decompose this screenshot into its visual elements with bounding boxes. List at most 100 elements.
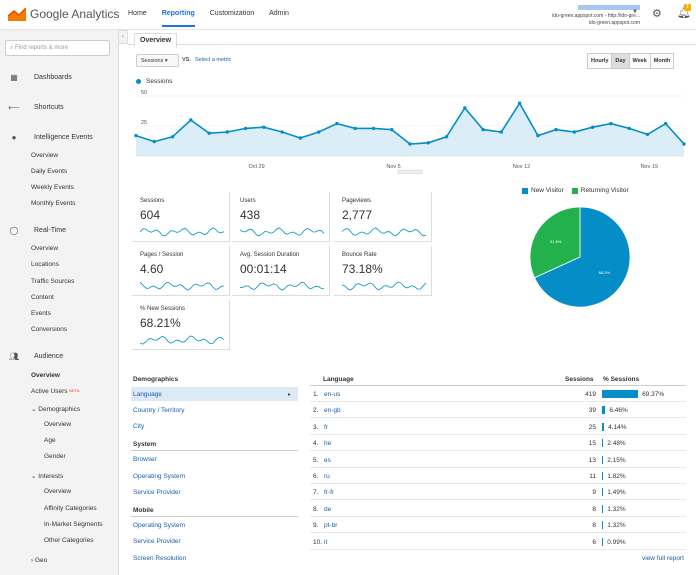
- intel-daily-events[interactable]: Daily Events: [31, 168, 68, 175]
- demographics-overview[interactable]: Overview: [44, 421, 72, 428]
- sessions-point[interactable]: [517, 101, 522, 105]
- sessions-point[interactable]: [554, 127, 558, 132]
- audience-interests[interactable]: ⌄ Interests: [31, 472, 63, 480]
- sessions-point[interactable]: [134, 133, 138, 138]
- metric-avg-session-duration[interactable]: Avg. Session Duration 00:01:14: [232, 246, 330, 296]
- sessions-point[interactable]: [627, 126, 631, 131]
- account-caret-icon[interactable]: ▼: [632, 9, 638, 15]
- interests-in-market[interactable]: In-Market Segments: [44, 521, 103, 528]
- row-language-link[interactable]: it: [324, 538, 328, 546]
- sessions-point[interactable]: [499, 130, 503, 134]
- metric-pages-per-session[interactable]: Pages / Session 4.60: [132, 246, 230, 296]
- intel-overview[interactable]: Overview: [31, 152, 59, 159]
- granularity-week[interactable]: Week: [628, 53, 651, 69]
- row-language-link[interactable]: fr: [324, 423, 328, 431]
- sessions-point[interactable]: [280, 130, 284, 134]
- nav-home[interactable]: Home: [128, 10, 147, 17]
- system-link-service-provider[interactable]: Service Provider: [133, 489, 181, 496]
- sessions-point[interactable]: [353, 126, 357, 131]
- row-language-link[interactable]: pt-br: [324, 522, 338, 530]
- sessions-point[interactable]: [664, 121, 668, 126]
- demographics-age[interactable]: Age: [44, 437, 56, 444]
- chart-resize-handle[interactable]: [397, 169, 423, 174]
- metric-bounce-rate[interactable]: Bounce Rate 73.18%: [334, 246, 432, 296]
- ga-logo[interactable]: Google Analytics: [8, 7, 119, 21]
- granularity-month[interactable]: Month: [649, 53, 675, 69]
- system-link-os[interactable]: Operating System: [133, 473, 186, 480]
- metric-sessions[interactable]: Sessions 604: [132, 192, 230, 242]
- realtime-locations[interactable]: Locations: [31, 261, 59, 268]
- search-input[interactable]: ⌕ Find reports & more: [5, 40, 110, 56]
- sessions-point[interactable]: [207, 131, 211, 135]
- metric-users[interactable]: Users 438: [232, 192, 330, 242]
- granularity-hourly[interactable]: Hourly: [587, 53, 613, 69]
- pie-slice-new-visitor[interactable]: [533, 206, 630, 308]
- realtime-content[interactable]: Content: [31, 294, 54, 301]
- audience-geo[interactable]: › Geo: [31, 557, 47, 564]
- sessions-point[interactable]: [152, 139, 156, 144]
- sessions-point[interactable]: [298, 136, 303, 140]
- metric-new-sessions[interactable]: % New Sessions 68.21%: [132, 300, 230, 350]
- sessions-point[interactable]: [572, 130, 577, 134]
- sessions-point[interactable]: [444, 135, 449, 139]
- metric-dropdown[interactable]: Sessions ▾: [136, 54, 179, 67]
- intel-weekly-events[interactable]: Weekly Events: [31, 184, 74, 191]
- visitor-pie-chart[interactable]: 68.2% 31.8%: [530, 205, 630, 309]
- sessions-chart[interactable]: 50 25 Oct 29 Nov 5 Nov 12 Nov 19: [128, 84, 686, 174]
- row-language-link[interactable]: fr-fr: [324, 489, 335, 497]
- sessions-point[interactable]: [481, 127, 485, 132]
- sessions-point[interactable]: [463, 106, 467, 110]
- nav-admin[interactable]: Admin: [269, 10, 289, 17]
- sessions-point[interactable]: [426, 141, 430, 145]
- sessions-point[interactable]: [645, 132, 650, 137]
- sessions-point[interactable]: [536, 133, 540, 138]
- sessions-point[interactable]: [682, 142, 686, 146]
- demo-link-city[interactable]: City: [133, 423, 145, 430]
- sessions-point[interactable]: [225, 130, 229, 134]
- sessions-point[interactable]: [262, 125, 266, 129]
- mobile-link-os[interactable]: Operating System: [133, 522, 186, 529]
- row-language-link[interactable]: es: [324, 456, 331, 464]
- realtime-traffic-sources[interactable]: Traffic Sources: [31, 278, 75, 285]
- demographics-gender[interactable]: Gender: [44, 453, 66, 460]
- sidebar-item-intelligence-events[interactable]: ● Intelligence Events: [8, 133, 93, 142]
- sessions-point[interactable]: [170, 135, 175, 139]
- intel-monthly-events[interactable]: Monthly Events: [31, 200, 76, 207]
- audience-demographics[interactable]: ⌄ Demographics: [31, 405, 80, 413]
- select-metric-link[interactable]: Select a metric: [195, 57, 232, 63]
- sidebar-item-shortcuts[interactable]: ⟵ Shortcuts: [8, 103, 63, 112]
- sessions-point[interactable]: [189, 118, 193, 122]
- sessions-point[interactable]: [609, 121, 613, 126]
- granularity-day[interactable]: Day: [611, 53, 630, 69]
- realtime-overview[interactable]: Overview: [31, 245, 59, 252]
- sidebar-item-audience[interactable]: 👥︎ Audience: [8, 352, 63, 361]
- sessions-point[interactable]: [591, 125, 595, 129]
- mobile-link-service-provider[interactable]: Service Provider: [133, 538, 181, 545]
- demo-link-language[interactable]: Language: [133, 391, 162, 398]
- sidebar-item-real-time[interactable]: ◯ Real-Time: [8, 226, 67, 235]
- row-language-link[interactable]: ru: [324, 473, 330, 480]
- metric-pageviews[interactable]: Pageviews 2,777: [334, 192, 432, 242]
- system-link-browser[interactable]: Browser: [133, 456, 157, 463]
- collapse-sidebar-button[interactable]: ‹: [119, 30, 128, 44]
- pie-slice-returning-visitor[interactable]: [530, 206, 581, 279]
- gear-icon[interactable]: ⚙: [652, 8, 662, 20]
- audience-overview[interactable]: Overview: [31, 372, 60, 379]
- row-language-link[interactable]: he: [324, 440, 332, 448]
- sessions-point[interactable]: [243, 126, 248, 131]
- sessions-point[interactable]: [390, 127, 394, 132]
- row-language-link[interactable]: en-us: [324, 391, 341, 398]
- audience-active-users[interactable]: Active Users BETA: [31, 388, 79, 395]
- account-selector[interactable]: ido-green.appspot.com - http://ido-gre..…: [512, 5, 640, 27]
- demo-link-country[interactable]: Country / Territory: [133, 407, 185, 414]
- tab-overview[interactable]: Overview: [134, 33, 178, 48]
- sessions-point[interactable]: [408, 142, 412, 146]
- interests-overview[interactable]: Overview: [44, 488, 72, 495]
- nav-reporting[interactable]: Reporting: [161, 10, 195, 27]
- mobile-link-screen-resolution[interactable]: Screen Resolution: [133, 555, 187, 562]
- interests-other[interactable]: Other Categories: [44, 537, 94, 544]
- realtime-conversions[interactable]: Conversions: [31, 326, 68, 333]
- row-language-link[interactable]: de: [324, 505, 332, 513]
- sessions-point[interactable]: [371, 126, 376, 131]
- sessions-point[interactable]: [317, 130, 321, 134]
